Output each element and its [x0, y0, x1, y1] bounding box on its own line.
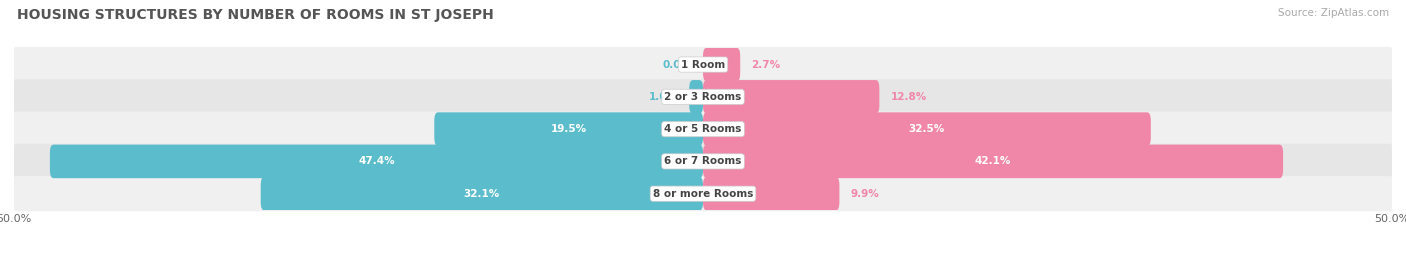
- FancyBboxPatch shape: [14, 176, 1392, 211]
- FancyBboxPatch shape: [689, 80, 703, 114]
- Text: 19.5%: 19.5%: [551, 124, 586, 134]
- Text: 1.0%: 1.0%: [650, 92, 678, 102]
- Text: 32.1%: 32.1%: [464, 189, 501, 199]
- FancyBboxPatch shape: [703, 80, 879, 114]
- FancyBboxPatch shape: [14, 47, 1392, 82]
- FancyBboxPatch shape: [260, 177, 703, 210]
- FancyBboxPatch shape: [14, 144, 1392, 179]
- Text: Source: ZipAtlas.com: Source: ZipAtlas.com: [1278, 8, 1389, 18]
- FancyBboxPatch shape: [703, 177, 839, 210]
- Text: 6 or 7 Rooms: 6 or 7 Rooms: [664, 156, 742, 167]
- Text: 8 or more Rooms: 8 or more Rooms: [652, 189, 754, 199]
- Text: 32.5%: 32.5%: [908, 124, 945, 134]
- Text: 12.8%: 12.8%: [890, 92, 927, 102]
- Text: 42.1%: 42.1%: [974, 156, 1011, 167]
- Text: 47.4%: 47.4%: [359, 156, 395, 167]
- FancyBboxPatch shape: [434, 112, 703, 146]
- Legend: Owner-occupied, Renter-occupied: Owner-occupied, Renter-occupied: [572, 266, 834, 269]
- Text: 1 Room: 1 Room: [681, 59, 725, 70]
- FancyBboxPatch shape: [703, 145, 1284, 178]
- FancyBboxPatch shape: [14, 79, 1392, 114]
- Text: 2 or 3 Rooms: 2 or 3 Rooms: [665, 92, 741, 102]
- FancyBboxPatch shape: [703, 112, 1152, 146]
- Text: 4 or 5 Rooms: 4 or 5 Rooms: [664, 124, 742, 134]
- Text: 9.9%: 9.9%: [851, 189, 879, 199]
- FancyBboxPatch shape: [703, 48, 740, 81]
- Text: HOUSING STRUCTURES BY NUMBER OF ROOMS IN ST JOSEPH: HOUSING STRUCTURES BY NUMBER OF ROOMS IN…: [17, 8, 494, 22]
- Text: 0.0%: 0.0%: [664, 59, 692, 70]
- Text: 2.7%: 2.7%: [751, 59, 780, 70]
- FancyBboxPatch shape: [14, 112, 1392, 147]
- FancyBboxPatch shape: [49, 145, 703, 178]
